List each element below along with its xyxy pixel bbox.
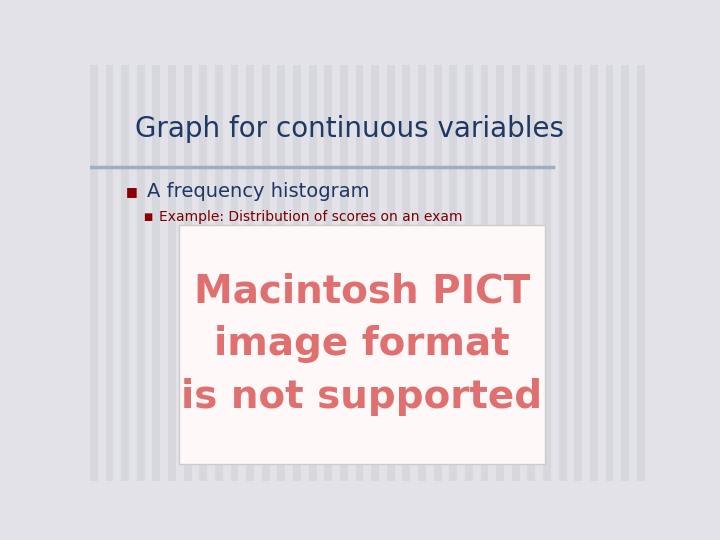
Text: A frequency histogram: A frequency histogram	[148, 182, 370, 201]
Bar	[715, 65, 720, 481]
Bar	[528, 65, 535, 481]
Bar	[699, 65, 707, 481]
Bar	[433, 65, 441, 481]
Bar	[543, 65, 551, 481]
Bar	[246, 65, 254, 481]
Bar	[637, 65, 644, 481]
Bar	[137, 65, 145, 481]
Bar	[387, 65, 395, 481]
Bar	[590, 65, 598, 481]
Bar	[262, 65, 270, 481]
Bar	[418, 65, 426, 481]
Bar	[684, 65, 691, 481]
Bar	[215, 65, 222, 481]
Bar	[309, 65, 317, 481]
Bar	[340, 65, 348, 481]
Bar	[293, 65, 301, 481]
Bar	[668, 65, 676, 481]
Bar	[372, 65, 379, 481]
Bar	[168, 65, 176, 481]
Bar	[575, 65, 582, 481]
Bar	[324, 65, 332, 481]
Bar	[496, 65, 504, 481]
Text: Example: Distribution of scores on an exam: Example: Distribution of scores on an ex…	[158, 210, 462, 224]
Bar	[106, 65, 114, 481]
Bar	[606, 65, 613, 481]
Bar	[277, 65, 285, 481]
Text: ■: ■	[126, 185, 138, 198]
Bar	[121, 65, 129, 481]
Bar	[481, 65, 488, 481]
Bar	[199, 65, 207, 481]
Bar	[184, 65, 192, 481]
Bar	[356, 65, 364, 481]
Bar	[465, 65, 473, 481]
Text: Graph for continuous variables: Graph for continuous variables	[135, 115, 564, 143]
Bar	[652, 65, 660, 481]
Bar	[179, 225, 545, 464]
Bar	[621, 65, 629, 481]
Bar	[230, 65, 238, 481]
Bar	[153, 65, 161, 481]
Bar	[559, 65, 567, 481]
Bar	[512, 65, 520, 481]
Text: ■: ■	[143, 212, 152, 221]
Bar	[449, 65, 457, 481]
Bar	[90, 65, 98, 481]
Text: Macintosh PICT
image format
is not supported: Macintosh PICT image format is not suppo…	[181, 272, 543, 416]
Bar	[402, 65, 410, 481]
